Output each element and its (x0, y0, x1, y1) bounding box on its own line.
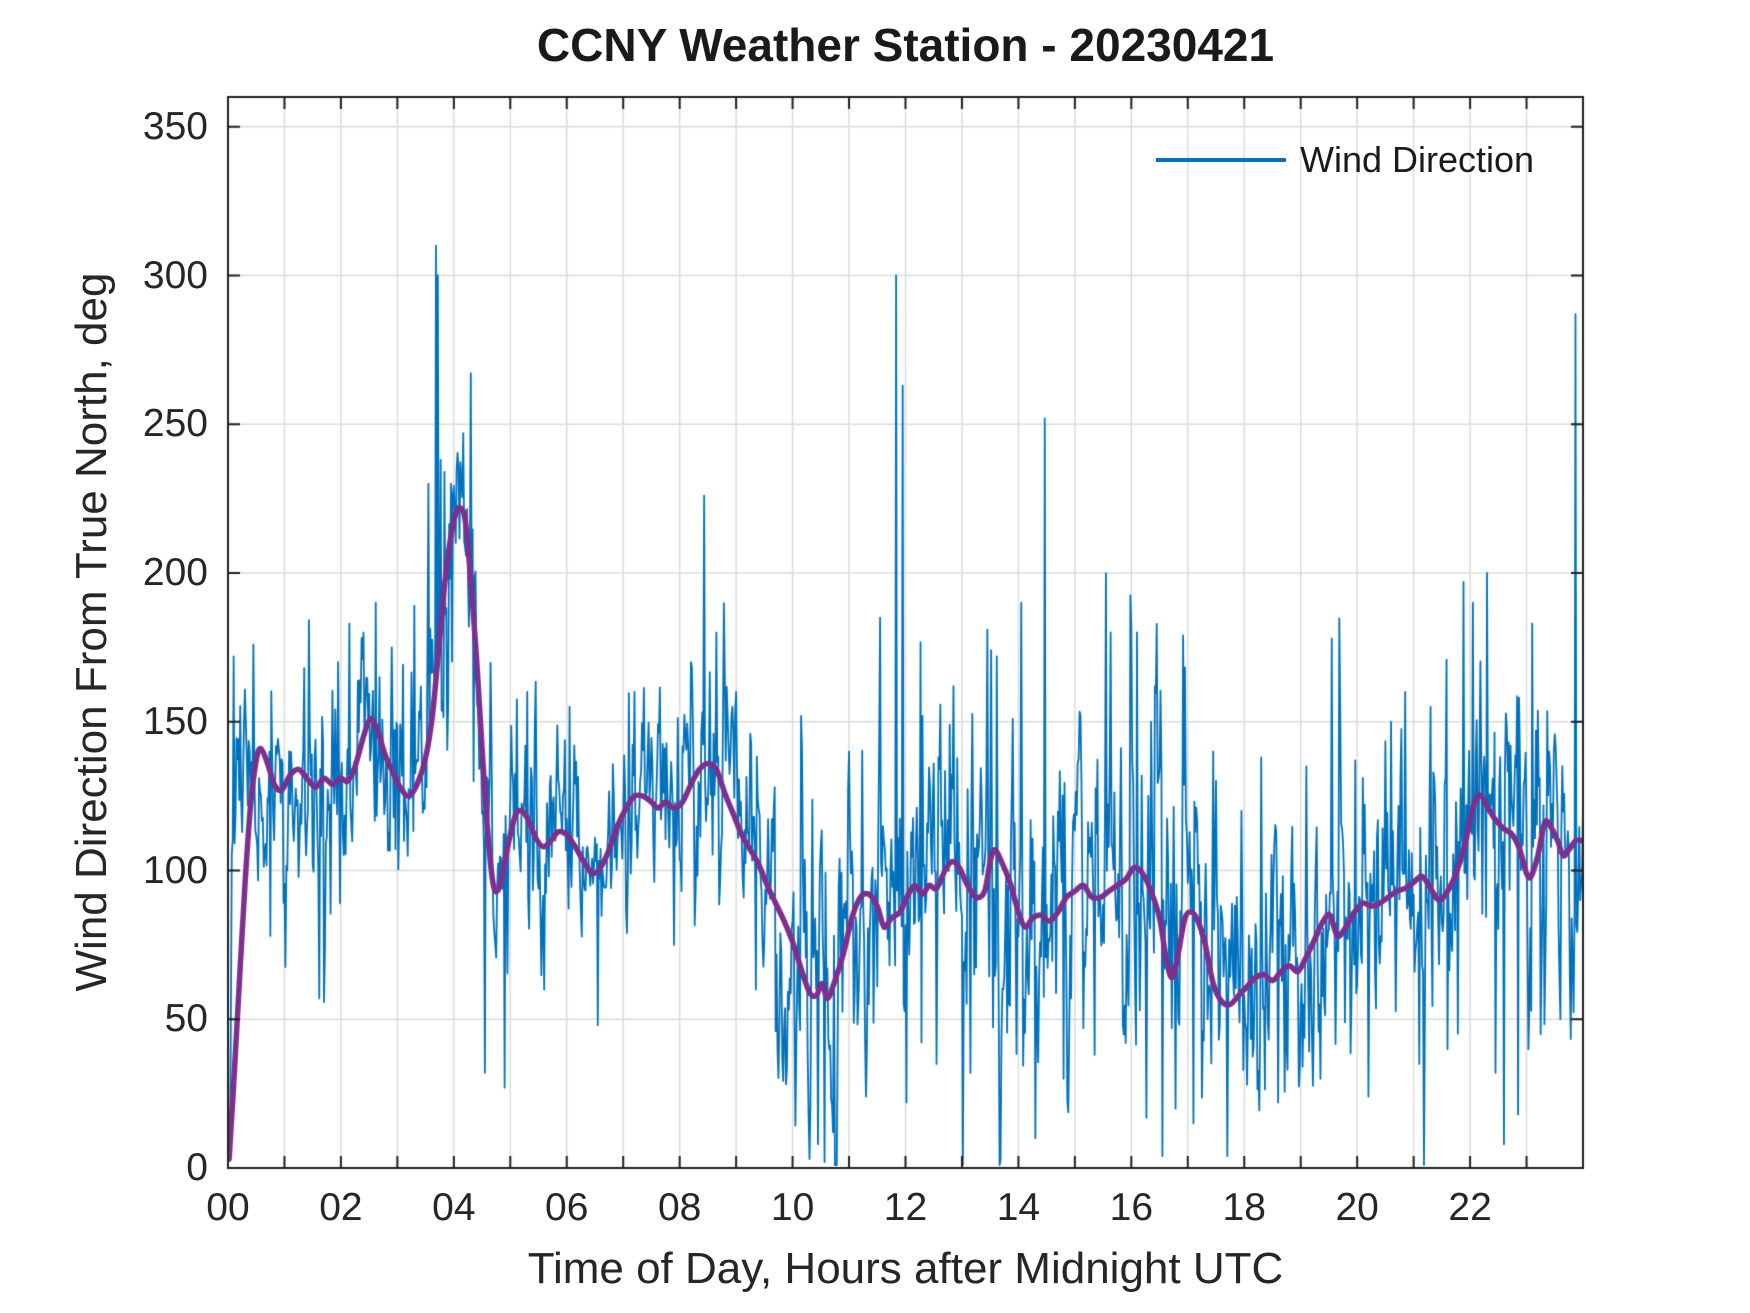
legend-label: Wind Direction (1300, 139, 1535, 180)
x-tick-label: 08 (657, 1186, 702, 1229)
x-tick-label: 22 (1448, 1186, 1492, 1229)
y-tick-label: 150 (142, 699, 208, 743)
x-tick-label: 14 (996, 1186, 1041, 1229)
x-tick-label: 12 (883, 1186, 928, 1229)
x-tick-label: 20 (1335, 1186, 1379, 1229)
y-tick-label: 50 (164, 997, 208, 1041)
legend-line-sample (1156, 158, 1286, 162)
x-axis-label: Time of Day, Hours after Midnight UTC (527, 1244, 1284, 1293)
x-tick-label: 10 (770, 1186, 815, 1229)
x-tick-label: 04 (432, 1186, 476, 1229)
y-tick-label: 200 (142, 551, 208, 594)
y-tick-label: 0 (186, 1146, 208, 1189)
chart-title: CCNY Weather Station - 20230421 (536, 19, 1275, 71)
x-tick-label: 02 (319, 1186, 363, 1229)
legend: Wind Direction (1156, 136, 1534, 184)
x-tick-label: 18 (1222, 1186, 1266, 1229)
x-tick-label: 00 (206, 1186, 250, 1229)
x-tick-label: 16 (1109, 1186, 1154, 1229)
y-tick-label: 250 (142, 402, 208, 446)
y-tick-label: 300 (142, 253, 208, 297)
y-tick-label: 100 (142, 848, 208, 892)
x-tick-label: 06 (545, 1186, 589, 1229)
y-tick-label: 350 (142, 104, 208, 148)
